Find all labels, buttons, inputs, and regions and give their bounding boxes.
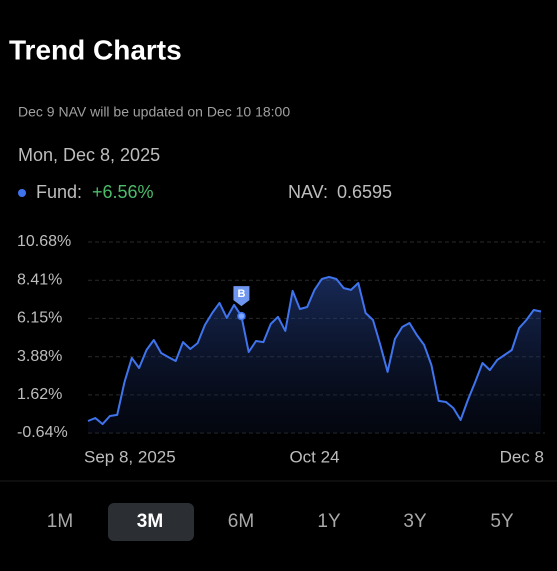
area <box>88 276 541 433</box>
fund-dot <box>18 189 26 197</box>
nav-label: NAV: <box>288 182 328 202</box>
trade-point <box>237 311 246 321</box>
chart: 10.68% 8.41% 6.15% 3.88% 1.62% -0.64% Sep 8, 2… <box>17 233 545 466</box>
y-tick-label: 3.88% <box>17 348 62 365</box>
range-tab[interactable]: 1M <box>47 511 73 532</box>
y-tick-label: 10.68% <box>17 233 71 250</box>
range-tab[interactable]: 3M <box>137 511 163 532</box>
y-tick-label: 1.62% <box>17 386 62 403</box>
range-tab[interactable]: 1Y <box>317 511 341 532</box>
notice: Dec 9 NAV will be updated on Dec 10 18:0… <box>18 104 290 120</box>
range-tab[interactable]: 3Y <box>403 511 427 532</box>
fund-change: +6.56% <box>92 182 154 202</box>
date: Mon, Dec 8, 2025 <box>18 145 160 165</box>
title: Trend Charts <box>9 34 182 65</box>
y-tick-label: 6.15% <box>17 310 62 327</box>
y-tick-label: -0.64% <box>17 424 68 441</box>
x-tick-label: Dec 8 <box>500 447 544 466</box>
trade-badge-label: B <box>237 288 245 300</box>
nav-value: 0.6595 <box>337 182 392 202</box>
x-tick-label: Oct 24 <box>289 447 339 466</box>
selected-tab-bg <box>108 503 194 541</box>
x-tick-label: Sep 8, 2025 <box>84 447 176 466</box>
range-tab[interactable]: 6M <box>228 511 254 532</box>
fund-label: Fund: <box>36 182 82 202</box>
line <box>87 275 542 426</box>
tabs: 1M 3M 6M 1Y 3Y 5Y <box>47 511 514 532</box>
y-tick-label: 8.41% <box>17 272 62 289</box>
range-tab[interactable]: 5Y <box>490 511 514 532</box>
trade-badge <box>233 286 250 307</box>
